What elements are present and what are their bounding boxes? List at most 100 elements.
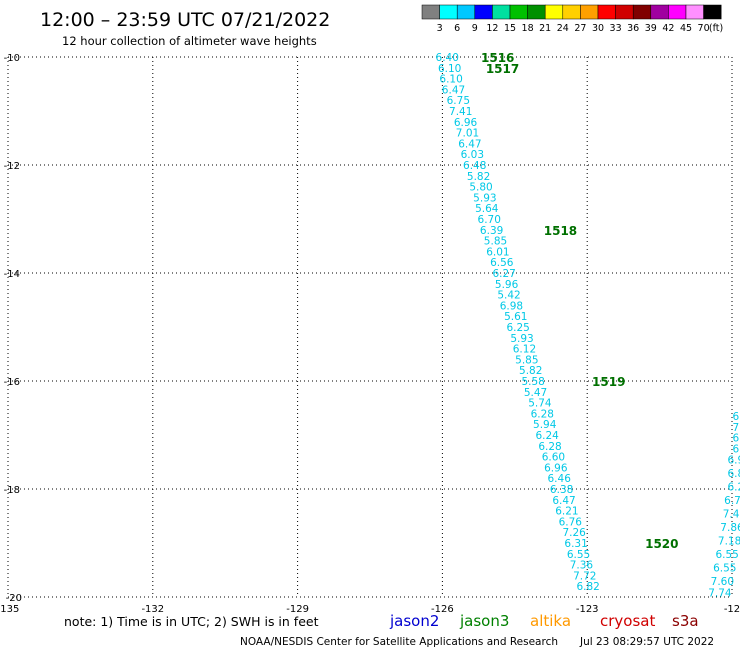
wave-height-value: 5.74 xyxy=(528,398,552,410)
wave-height-value: 7.26 xyxy=(562,527,586,539)
wave-height-value: 7.60 xyxy=(711,576,734,588)
wave-height-value: 5.93 xyxy=(473,192,496,204)
pass-time-label: 1519 xyxy=(592,375,625,389)
color-scale-label: 45 xyxy=(680,23,692,34)
y-tick-label: -18 xyxy=(4,485,20,496)
wave-height-value: 6.27 xyxy=(492,268,515,280)
color-scale-label: 9 xyxy=(472,23,478,34)
wave-height-value: 6 xyxy=(733,444,740,456)
y-tick-label: -16 xyxy=(4,377,20,388)
wave-height-value: 6.28 xyxy=(531,408,554,420)
color-scale-label: 33 xyxy=(610,23,622,34)
wave-height-value: 5.85 xyxy=(515,354,538,366)
wave-height-value: 5.82 xyxy=(467,171,490,183)
wave-height-value: 6.48 xyxy=(463,160,486,172)
wave-height-value: 6 xyxy=(733,433,740,445)
wave-height-value: 7.41 xyxy=(449,106,472,118)
color-scale-label: 24 xyxy=(557,23,569,34)
pass-time-label: 1516 xyxy=(481,51,514,65)
wave-height-value: 5.47 xyxy=(524,387,547,399)
satellite-legend-s3a: s3a xyxy=(672,612,699,630)
y-tick-label: -10 xyxy=(4,53,20,64)
pass-time-label: 1518 xyxy=(544,224,577,238)
satellite-legend-jason2: jason2 xyxy=(389,612,439,630)
color-swatch xyxy=(474,4,493,20)
wave-height-value: 6.77 xyxy=(724,495,740,507)
wave-height-value: 7.01 xyxy=(456,128,479,140)
y-tick-label: -20 xyxy=(6,593,22,604)
wave-height-value: 6.03 xyxy=(461,149,484,161)
color-swatch xyxy=(650,4,669,20)
color-scale-label: 36 xyxy=(627,23,639,34)
wave-height-value: 7.74 xyxy=(708,588,732,600)
wave-height-value: 6.28 xyxy=(538,441,561,453)
color-swatch xyxy=(421,4,440,20)
wave-height-value: 6.39 xyxy=(480,225,503,237)
wave-height-value: 6.98 xyxy=(500,300,523,312)
footer-timestamp: Jul 23 08:29:57 UTC 2022 xyxy=(579,636,714,648)
wave-height-value: 6.75 xyxy=(447,95,470,107)
altimeter-observations: 6.406.106.106.476.757.416.967.016.476.03… xyxy=(436,52,740,600)
wave-height-value: 6.25 xyxy=(506,322,529,334)
x-tick-label: -12 xyxy=(724,604,740,615)
color-scale-label: 15 xyxy=(504,23,516,34)
x-tick-label: -129 xyxy=(286,604,309,615)
color-scale-bar: 3 6 9 12 15 18 21 24 27 30 33 36 39 42 45 70 (ft) xyxy=(421,4,723,34)
wave-height-value: 6.56 xyxy=(490,257,514,269)
wave-height-value: 5.61 xyxy=(504,311,527,323)
wave-height-value: 5.93 xyxy=(510,333,533,345)
color-scale-label: 12 xyxy=(486,23,498,34)
wave-height-value: 6.55 xyxy=(713,562,736,574)
wave-height-value: 5.96 xyxy=(495,279,519,291)
wave-height-value: 6.9 xyxy=(728,454,740,466)
wave-height-value: 5.42 xyxy=(497,290,520,302)
wave-height-value: 6.96 xyxy=(454,117,478,129)
wave-height-value: 6.24 xyxy=(535,430,559,442)
wave-height-value: 5.58 xyxy=(521,376,544,388)
wave-height-value: 6.70 xyxy=(478,214,501,226)
wave-height-value: 6.21 xyxy=(555,506,578,518)
pass-time-label: 1520 xyxy=(645,537,678,551)
color-swatch xyxy=(597,4,616,20)
chart-subtitle: 12 hour collection of altimeter wave hei… xyxy=(62,34,317,48)
color-scale-unit: (ft) xyxy=(709,23,723,34)
chart-title: 12:00 – 23:59 UTC 07/21/2022 xyxy=(40,9,330,31)
pass-time-label: 1517 xyxy=(486,62,519,76)
wave-height-value: 5.64 xyxy=(475,203,499,215)
color-swatch xyxy=(685,4,704,20)
wave-height-value: 6.47 xyxy=(442,84,465,96)
wave-height-value: 7.72 xyxy=(573,570,596,582)
wave-height-value: 6.8 xyxy=(728,468,740,480)
wave-height-value: 6.47 xyxy=(552,495,575,507)
wave-height-value: 6.38 xyxy=(550,484,573,496)
wave-height-value: 6.40 xyxy=(436,52,459,64)
wave-height-value: 6.46 xyxy=(548,473,572,485)
satellite-legend-cryosat: cryosat xyxy=(600,612,655,630)
color-scale-label: 21 xyxy=(539,23,551,34)
color-scale-label: 27 xyxy=(574,23,586,34)
color-swatch xyxy=(668,4,687,20)
wave-height-value: 6.10 xyxy=(438,63,461,75)
wave-height-value: 5.80 xyxy=(469,182,492,194)
wave-height-value: 6.10 xyxy=(439,74,462,86)
color-scale-label: 42 xyxy=(662,23,674,34)
color-scale-label: 70 xyxy=(698,23,710,34)
color-swatch xyxy=(544,4,564,20)
color-scale-label: 18 xyxy=(522,23,534,34)
wave-height-value: 6.2 xyxy=(728,481,740,493)
wave-height-value: 6.55 xyxy=(715,549,738,561)
color-swatch xyxy=(456,4,476,20)
x-tick-label: -123 xyxy=(576,604,599,615)
color-swatch xyxy=(562,4,581,20)
wave-height-value: 6.01 xyxy=(486,246,509,258)
y-axis-ticks: -10 -12 -14 -16 -18 -20 xyxy=(4,53,22,604)
plot-grid xyxy=(7,56,733,598)
wave-height-value: 5.82 xyxy=(519,365,542,377)
color-swatch xyxy=(509,4,528,20)
x-tick-label: -126 xyxy=(431,604,454,615)
satellite-legend: jason2 jason3 altika cryosat s3a xyxy=(389,612,699,630)
x-axis-ticks: -135 -132 -129 -126 -123 -12 xyxy=(0,604,740,615)
wave-height-value: 6.55 xyxy=(567,549,590,561)
